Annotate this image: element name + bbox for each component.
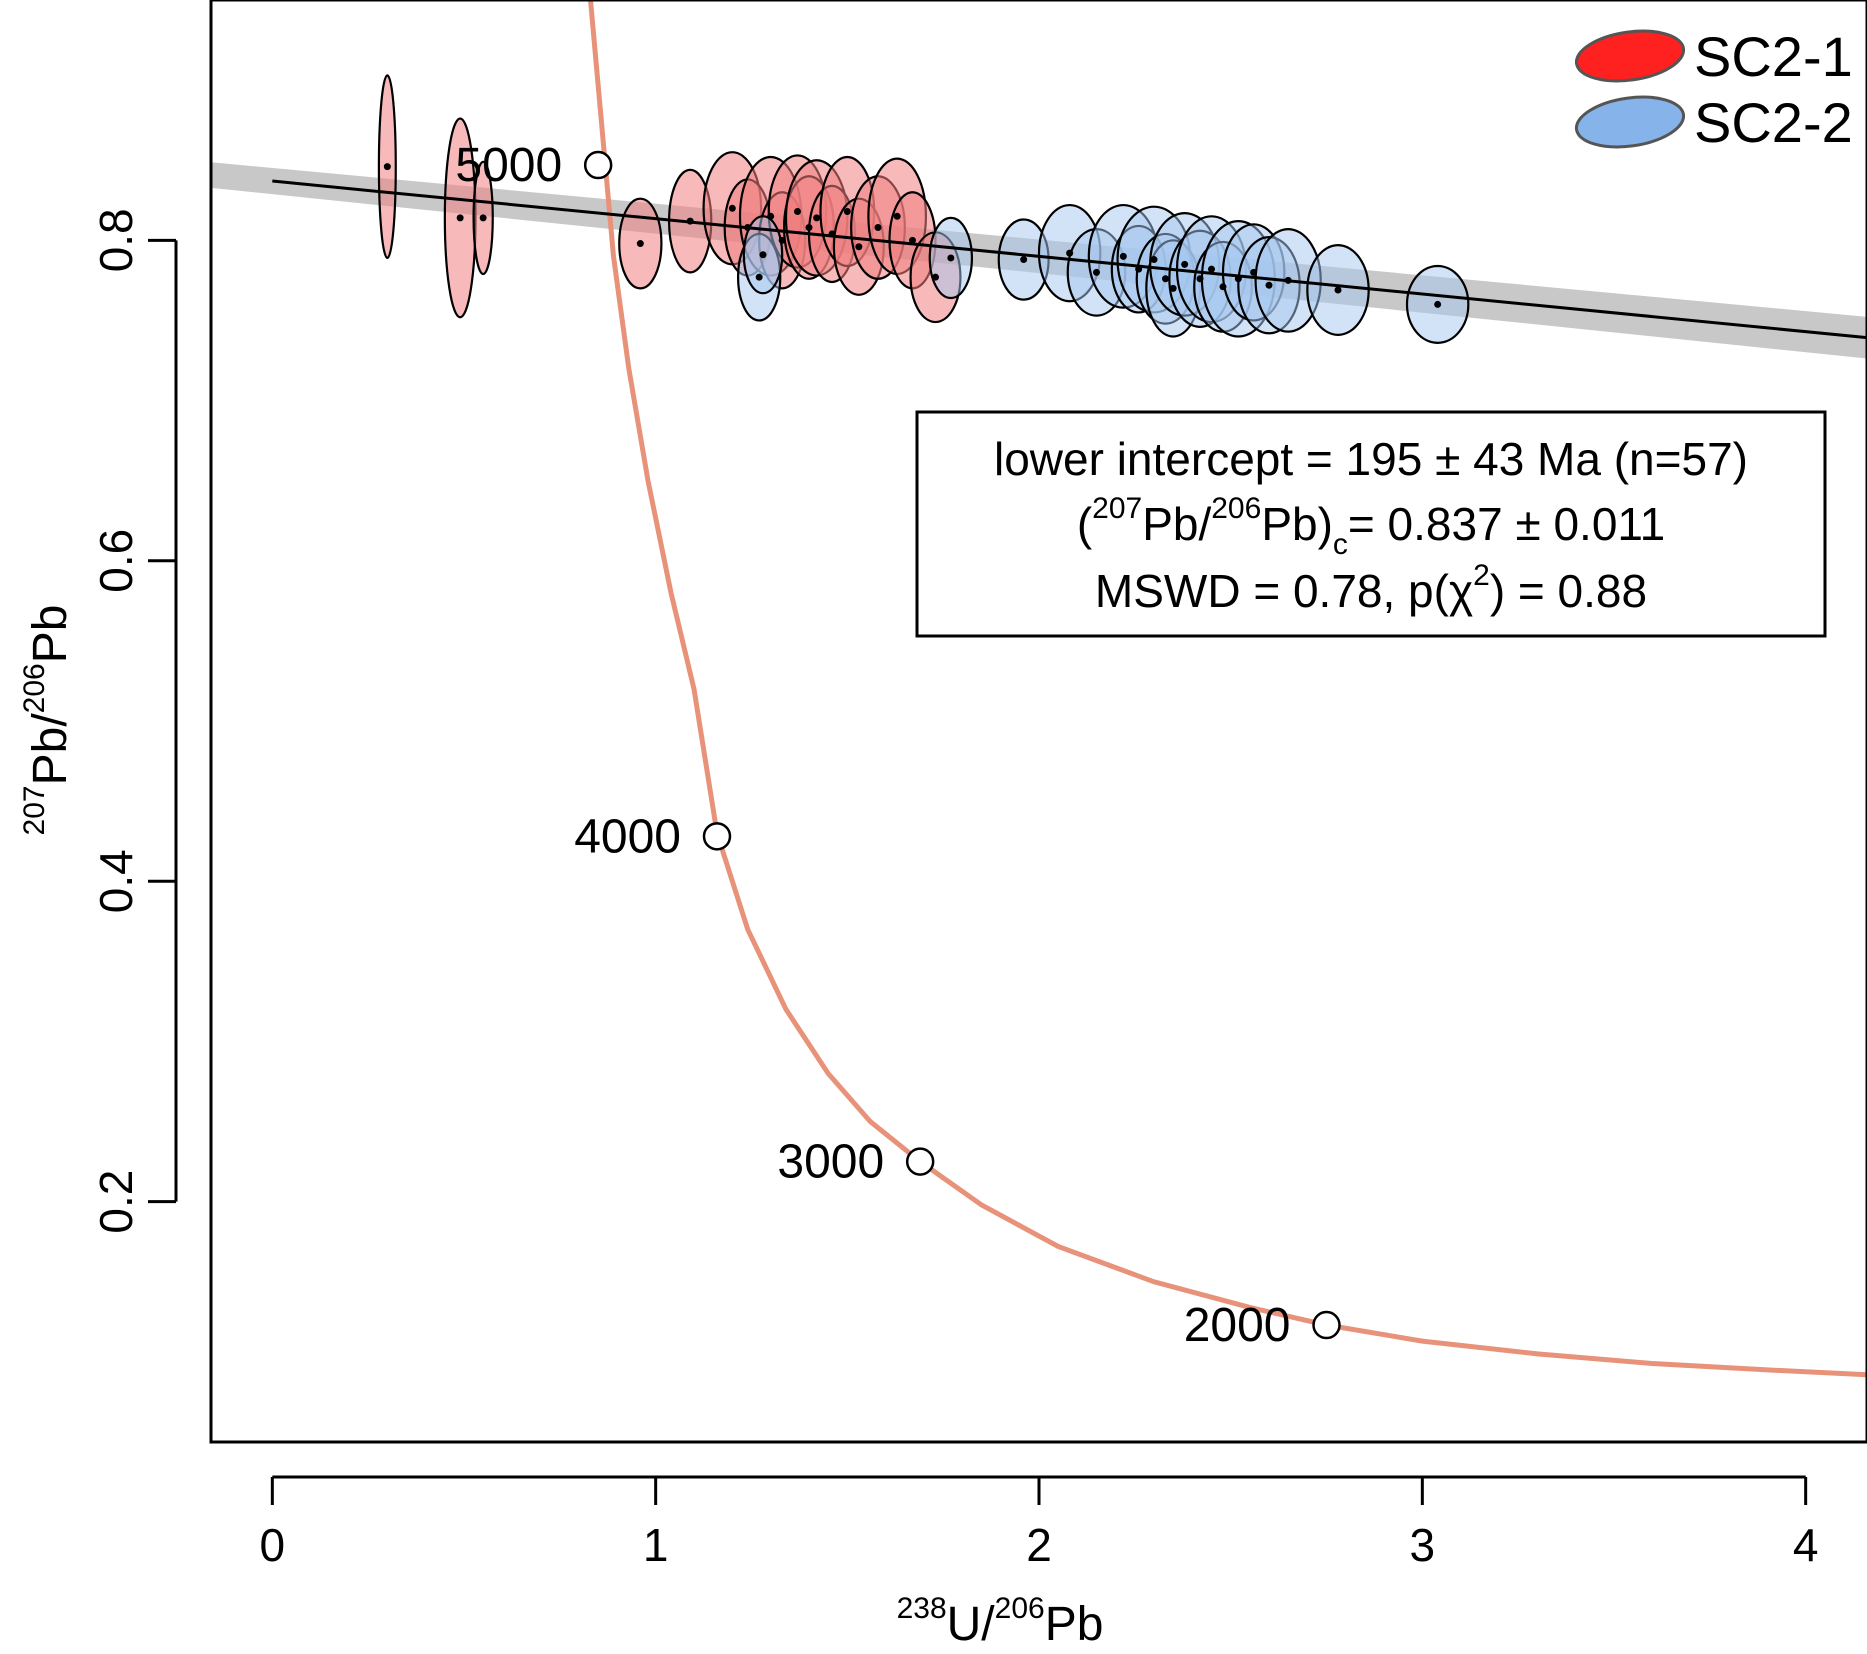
y-axis: 0.2 0.4 0.6 0.8 bbox=[90, 208, 178, 1234]
age-label-4000: 4000 bbox=[574, 810, 681, 863]
ellipse-center-sc2-1-10 bbox=[805, 224, 813, 232]
ellipse-center-sc2-2-15 bbox=[1234, 275, 1242, 283]
ellipse-center-sc2-1-5 bbox=[728, 204, 736, 212]
ellipse-center-sc2-1-2 bbox=[479, 214, 487, 222]
ellipse-center-sc2-1-9 bbox=[794, 207, 801, 215]
ellipse-center-sc2-1-8 bbox=[778, 236, 786, 244]
legend-label-sc2-2: SC2-2 bbox=[1694, 91, 1853, 154]
ellipse-center-sc2-1-3 bbox=[636, 240, 644, 248]
ellipse-center-sc2-1-18 bbox=[932, 273, 939, 281]
legend-swatch-sc2-2 bbox=[1574, 95, 1686, 149]
y-tick-label-1: 0.4 bbox=[90, 849, 142, 913]
ellipse-center-sc2-2-6 bbox=[1119, 252, 1127, 260]
age-labels: 5000 4000 3000 2000 bbox=[455, 139, 1290, 1352]
plot-area bbox=[211, 0, 1867, 1378]
stats-box: lower intercept = 195 ± 43 Ma (n=57) (20… bbox=[915, 410, 1827, 638]
y-axis-label: 207Pb/206Pb bbox=[18, 605, 77, 836]
ellipse-center-sc2-1-1 bbox=[456, 214, 464, 222]
ellipse-center-sc2-2-9 bbox=[1162, 275, 1169, 283]
y-tick-label-3: 0.8 bbox=[90, 208, 142, 272]
x-axis-label: 238U/206Pb bbox=[897, 1592, 1104, 1651]
y-tick-label-0: 0.2 bbox=[90, 1170, 142, 1234]
ellipse-center-sc2-2-7 bbox=[1135, 265, 1143, 273]
ellipse-center-sc2-1-14 bbox=[855, 243, 863, 251]
stats-lower-intercept: lower intercept = 195 ± 43 Ma (n=57) bbox=[994, 433, 1748, 485]
ellipse-center-sc2-1-7 bbox=[767, 212, 775, 220]
ellipse-center-sc2-1-15 bbox=[874, 224, 882, 232]
ellipse-center-sc2-2-10 bbox=[1169, 284, 1177, 292]
age-marker-2000 bbox=[1312, 1310, 1341, 1340]
ellipse-center-sc2-2-1 bbox=[759, 251, 767, 259]
age-marker-3000 bbox=[905, 1147, 935, 1176]
ellipse-center-sc2-2-0 bbox=[755, 273, 763, 281]
age-label-3000: 3000 bbox=[777, 1136, 884, 1189]
ellipse-center-sc2-2-17 bbox=[1265, 281, 1273, 289]
ellipse-center-sc2-2-19 bbox=[1334, 286, 1342, 294]
ellipse-center-sc2-1-13 bbox=[843, 207, 851, 215]
ellipse-center-sc2-1-12 bbox=[828, 230, 836, 238]
ellipse-center-sc2-2-20 bbox=[1434, 300, 1442, 308]
plot-frame bbox=[209, 0, 1867, 1444]
ellipse-center-sc2-2-14 bbox=[1219, 283, 1227, 291]
ellipse-center-sc2-2-12 bbox=[1196, 275, 1204, 283]
x-tick-label-4: 4 bbox=[1793, 1519, 1819, 1571]
age-marker-5000 bbox=[583, 150, 613, 180]
ellipse-center-sc2-1-16 bbox=[893, 212, 901, 220]
ellipse-center-sc2-2-18 bbox=[1284, 276, 1292, 284]
legend-swatch-sc2-1 bbox=[1574, 29, 1686, 83]
age-label-2000: 2000 bbox=[1184, 1299, 1291, 1352]
ellipse-center-sc2-2-4 bbox=[1066, 249, 1074, 257]
legend-label-sc2-1: SC2-1 bbox=[1694, 25, 1853, 88]
x-tick-label-0: 0 bbox=[260, 1519, 286, 1571]
stats-box-frame bbox=[915, 410, 1827, 638]
ellipse-center-sc2-1-17 bbox=[909, 236, 916, 244]
ellipse-center-sc2-1-0 bbox=[383, 163, 391, 171]
stats-common-pb: (207Pb/206Pb)c= 0.837 ± 0.011 bbox=[1077, 492, 1665, 561]
x-tick-label-1: 1 bbox=[643, 1519, 669, 1571]
concordia-curve bbox=[588, 0, 1867, 1378]
x-tick-label-3: 3 bbox=[1410, 1519, 1436, 1571]
ellipse-center-sc2-1-6 bbox=[744, 224, 752, 232]
age-marker-4000 bbox=[702, 822, 732, 851]
ellipse-center-sc2-2-13 bbox=[1208, 265, 1215, 273]
age-label-5000: 5000 bbox=[455, 139, 562, 192]
ellipse-center-sc2-2-8 bbox=[1150, 256, 1158, 264]
stats-mswd: MSWD = 0.78, p(χ2) = 0.88 bbox=[1095, 559, 1647, 617]
regression-line bbox=[272, 179, 1867, 340]
age-markers bbox=[583, 150, 1341, 1340]
legend: SC2-1 SC2-2 bbox=[1574, 25, 1853, 154]
ellipse-centers bbox=[383, 163, 1442, 308]
ellipse-center-sc2-2-5 bbox=[1093, 268, 1100, 276]
y-tick-label-2: 0.6 bbox=[90, 529, 142, 593]
ellipse-center-sc2-1-11 bbox=[813, 214, 821, 222]
ellipse-center-sc2-2-2 bbox=[947, 254, 955, 262]
ellipse-center-sc2-1-4 bbox=[686, 217, 694, 225]
x-tick-label-2: 2 bbox=[1026, 1519, 1052, 1571]
ellipse-center-sc2-2-11 bbox=[1181, 260, 1189, 268]
x-axis: 0 1 2 3 4 bbox=[260, 1475, 1819, 1571]
ellipse-center-sc2-2-16 bbox=[1250, 268, 1258, 276]
ellipse-center-sc2-2-3 bbox=[1020, 256, 1028, 264]
